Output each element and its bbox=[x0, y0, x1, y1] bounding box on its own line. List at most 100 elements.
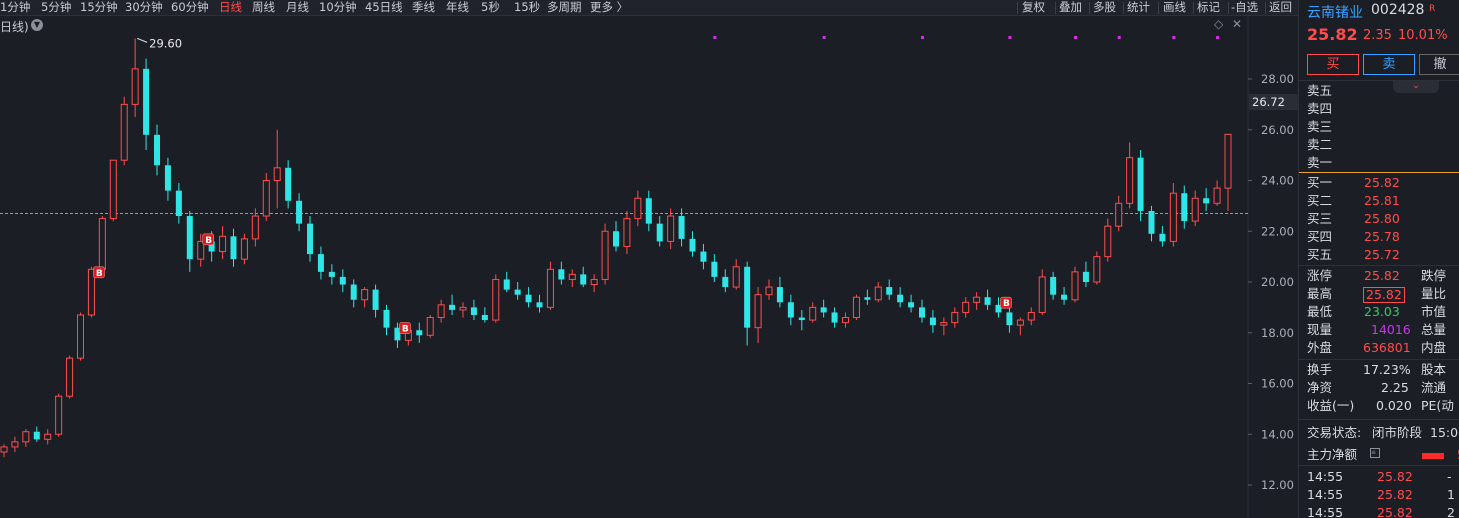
stat-row-turnover: 换手 17.23% 股本 bbox=[1307, 361, 1457, 379]
candle-body bbox=[612, 231, 620, 247]
bid-level-5: 买五 25.72 bbox=[1307, 246, 1457, 264]
tick-time: 14:55 bbox=[1307, 469, 1344, 484]
candle-body bbox=[492, 278, 500, 321]
buy-signal-marker bbox=[202, 233, 215, 246]
market-value-label: 市值 bbox=[1421, 304, 1447, 319]
inner-label: 内盘 bbox=[1421, 340, 1447, 355]
tick-price: 25.82 bbox=[1377, 505, 1413, 518]
period-45day[interactable]: 45日线 bbox=[365, 0, 403, 14]
candle-body bbox=[962, 301, 970, 313]
period-15sec[interactable]: 15秒 bbox=[514, 0, 541, 14]
candle-body bbox=[219, 235, 227, 253]
candle-body bbox=[568, 273, 576, 280]
candle-body bbox=[33, 431, 40, 440]
ask-level-4: 卖四 bbox=[1307, 100, 1457, 118]
period-30min[interactable]: 30分钟 bbox=[125, 0, 163, 14]
limit-up-value: 25.82 bbox=[1364, 268, 1400, 283]
overlay-button[interactable]: 叠加 bbox=[1059, 0, 1082, 14]
trade-status-time: 15:00 bbox=[1430, 425, 1459, 440]
divider bbox=[1299, 265, 1459, 266]
candle-body bbox=[754, 294, 762, 329]
buy-signal-label: B bbox=[402, 325, 409, 335]
candle-body bbox=[208, 241, 215, 252]
candle-body bbox=[1038, 276, 1046, 313]
candle-body bbox=[546, 268, 554, 308]
candle-body bbox=[1104, 225, 1112, 258]
candle-body bbox=[908, 302, 915, 308]
mark-button[interactable]: 标记 bbox=[1197, 0, 1220, 14]
candle-body bbox=[536, 302, 543, 308]
period-toolbar: 1分钟 5分钟 15分钟 30分钟 60分钟 日线 周线 月线 10分钟 45日… bbox=[0, 0, 1298, 16]
period-more[interactable]: 更多 〉 bbox=[590, 0, 629, 14]
cancel-order-button[interactable]: 撤 bbox=[1419, 54, 1459, 75]
period-weekly[interactable]: 周线 bbox=[252, 0, 275, 14]
bid-price: 25.72 bbox=[1364, 247, 1400, 262]
period-5min[interactable]: 5分钟 bbox=[41, 0, 72, 14]
period-daily[interactable]: 日线 bbox=[219, 0, 242, 14]
y-tick-label: 18.00 bbox=[1261, 326, 1294, 340]
adjust-button[interactable]: 复权 bbox=[1022, 0, 1045, 14]
bid-price: 25.81 bbox=[1364, 193, 1400, 208]
period-1min[interactable]: 1分钟 bbox=[0, 0, 31, 14]
toolbar-divider bbox=[1158, 2, 1159, 14]
chevron-down-icon[interactable]: ⌄ bbox=[1393, 80, 1439, 93]
period-60min[interactable]: 60分钟 bbox=[171, 0, 209, 14]
list-icon[interactable]: ≡ bbox=[1370, 448, 1380, 458]
back-button[interactable]: 返回 bbox=[1269, 0, 1292, 14]
sell-button[interactable]: 卖 bbox=[1363, 54, 1415, 75]
nav-value: 2.25 bbox=[1381, 380, 1409, 395]
bid-label: 买四 bbox=[1307, 229, 1333, 244]
period-10min[interactable]: 10分钟 bbox=[319, 0, 357, 14]
buy-signal-marker bbox=[1000, 296, 1012, 309]
stock-name[interactable]: 云南锗业 bbox=[1307, 5, 1363, 21]
candlestick-chart[interactable]: 28.00 26.00 24.00 22.00 20.00 18.00 16.00 14.00… bbox=[0, 16, 1298, 518]
turnover-value: 17.23% bbox=[1363, 362, 1411, 377]
candle-body bbox=[1115, 202, 1123, 227]
period-dropdown-icon[interactable]: ▼ bbox=[31, 19, 43, 31]
turnover-label: 换手 bbox=[1307, 362, 1333, 377]
main-flow-label: 主力净额 bbox=[1307, 447, 1358, 462]
candle-body bbox=[744, 266, 751, 328]
statistics-button[interactable]: 统计 bbox=[1127, 0, 1150, 14]
diamond-icon[interactable]: ◇ bbox=[1214, 17, 1224, 31]
period-yearly[interactable]: 年线 bbox=[446, 0, 469, 14]
event-marker bbox=[1117, 36, 1121, 39]
candle-body bbox=[864, 297, 871, 300]
bid-price: 25.82 bbox=[1364, 175, 1400, 190]
period-multi[interactable]: 多周期 bbox=[547, 0, 582, 14]
candle-body bbox=[623, 218, 631, 247]
chart-canvas[interactable]: 28.00 26.00 24.00 22.00 20.00 18.00 16.00 14.00… bbox=[0, 16, 1298, 518]
candle-body bbox=[514, 289, 521, 295]
candle-body bbox=[1093, 256, 1101, 283]
multi-stock-button[interactable]: 多股 bbox=[1093, 0, 1116, 14]
candle-body bbox=[1082, 271, 1089, 282]
close-icon[interactable]: ✕ bbox=[1232, 17, 1243, 31]
period-quarterly[interactable]: 季线 bbox=[412, 0, 435, 14]
stat-row-limit: 涨停 25.82 跌停 bbox=[1307, 267, 1457, 285]
candle-body bbox=[285, 167, 292, 201]
main-flow-value: 5. bbox=[1457, 446, 1459, 464]
buy-button[interactable]: 买 bbox=[1307, 54, 1359, 75]
candle-body bbox=[667, 215, 675, 242]
divider bbox=[1299, 465, 1459, 466]
candle-body bbox=[1050, 276, 1057, 295]
tick-volume: 1 bbox=[1447, 487, 1455, 502]
remove-watchlist-button[interactable]: -自选 bbox=[1231, 0, 1259, 14]
toolbar-divider bbox=[1265, 2, 1266, 14]
candle-body bbox=[426, 317, 434, 336]
ask-label: 卖五 bbox=[1307, 83, 1333, 98]
outer-label: 外盘 bbox=[1307, 340, 1333, 355]
eps-value: 0.020 bbox=[1376, 398, 1412, 413]
candle-body bbox=[262, 180, 270, 217]
candle-body bbox=[98, 218, 106, 270]
tick-price: 25.82 bbox=[1377, 487, 1413, 502]
pe-label: PE(动 bbox=[1421, 398, 1454, 413]
stat-row-outer: 外盘 636801 内盘 bbox=[1307, 339, 1457, 357]
period-monthly[interactable]: 月线 bbox=[286, 0, 309, 14]
candle-body bbox=[120, 103, 128, 161]
period-5sec[interactable]: 5秒 bbox=[481, 0, 500, 14]
stat-row-nav: 净资 2.25 流通 bbox=[1307, 379, 1457, 397]
draw-line-button[interactable]: 画线 bbox=[1163, 0, 1186, 14]
candle-body bbox=[700, 251, 707, 262]
period-15min[interactable]: 15分钟 bbox=[80, 0, 118, 14]
